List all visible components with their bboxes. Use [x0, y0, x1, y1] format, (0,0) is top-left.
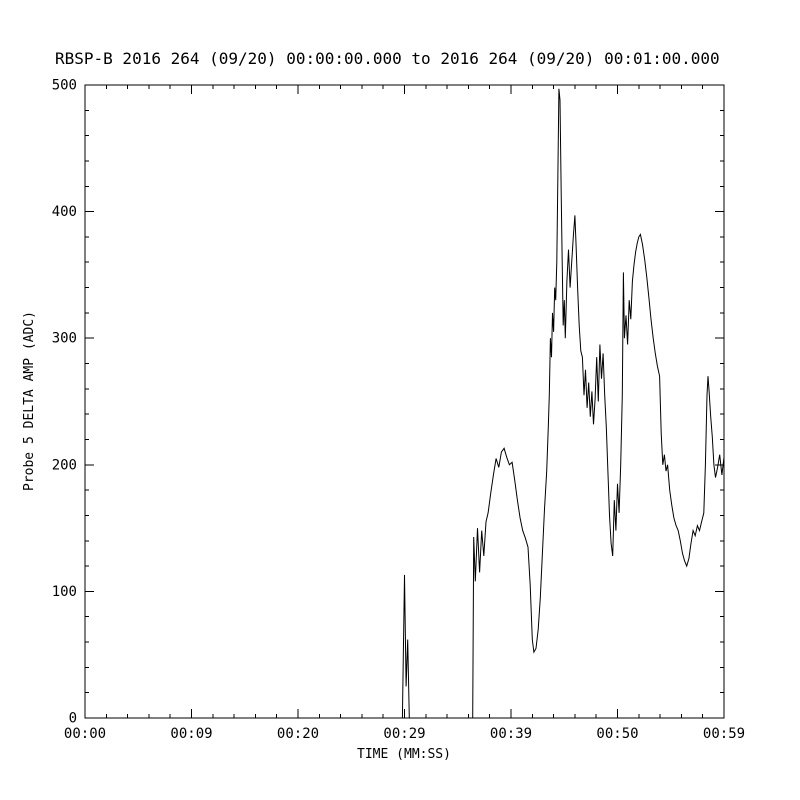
axis-tick-labels: 00:00 00:09 00:20 00:29 00:39 00:50 00:59 0 100 2…	[52, 78, 745, 743]
x-tick-label: 00:09	[170, 726, 212, 742]
x-tick-label: 00:20	[277, 726, 319, 742]
x-tick-label: 00:39	[490, 726, 532, 742]
y-tick-label: 200	[52, 457, 77, 473]
x-axis-label: TIME (MM:SS)	[357, 747, 451, 762]
data-series-line	[85, 88, 725, 719]
x-tick-label: 00:00	[64, 726, 106, 742]
y-tick-label: 100	[52, 584, 77, 600]
chart-title: RBSP-B 2016 264 (09/20) 00:00:00.000 to …	[55, 49, 720, 68]
y-tick-label: 0	[69, 711, 77, 727]
y-tick-label: 300	[52, 331, 77, 347]
y-tick-label: 400	[52, 204, 77, 220]
x-tick-label: 00:29	[383, 726, 425, 742]
x-tick-label: 00:59	[703, 726, 745, 742]
y-tick-label: 500	[52, 78, 77, 94]
axis-ticks	[84, 84, 725, 719]
x-tick-label: 00:50	[596, 726, 638, 742]
y-axis-label: Probe 5 DELTA AMP (ADC)	[22, 311, 37, 491]
